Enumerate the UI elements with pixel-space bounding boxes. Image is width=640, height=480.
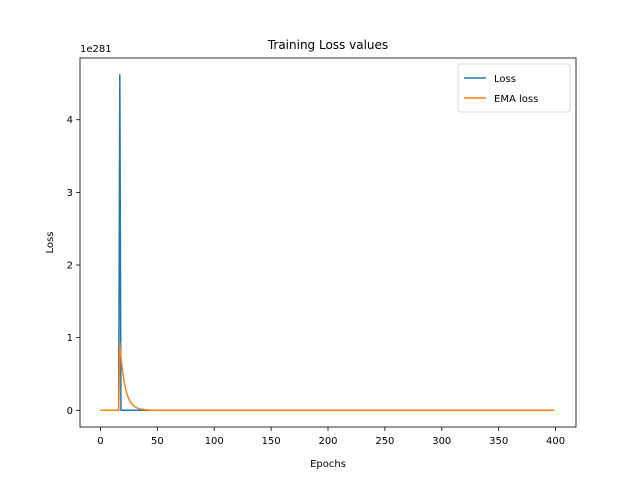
y-tick-label: 3 xyxy=(67,188,73,199)
y-tick-label: 0 xyxy=(67,406,73,417)
x-tick-label: 250 xyxy=(375,436,394,447)
legend: Loss EMA loss xyxy=(457,63,571,113)
y-tick-label: 2 xyxy=(67,261,73,272)
y-axis-label: Loss xyxy=(45,232,56,254)
plot-lines xyxy=(100,73,555,412)
x-tick-label: 400 xyxy=(546,436,565,447)
chart-title: Training Loss values xyxy=(267,38,388,52)
legend-box xyxy=(457,63,571,113)
x-tick-label: 300 xyxy=(432,436,451,447)
x-tick-label: 50 xyxy=(151,436,164,447)
y-tick-label: 4 xyxy=(67,115,73,126)
axis-ticks: 0 50 100 150 200 250 300 350 400 0 1 2 3 4 xyxy=(67,115,565,447)
x-tick-label: 0 xyxy=(97,436,103,447)
y-tick-label: 1 xyxy=(67,333,73,344)
legend-label: EMA loss xyxy=(494,94,538,105)
x-axis-label: Epochs xyxy=(310,459,346,470)
x-tick-label: 150 xyxy=(262,436,281,447)
series-line-ema-loss xyxy=(100,342,555,412)
x-tick-label: 200 xyxy=(318,436,337,447)
x-tick-label: 100 xyxy=(205,436,224,447)
y-offset-text: 1e281 xyxy=(80,44,112,55)
x-tick-label: 350 xyxy=(489,436,508,447)
legend-label: Loss xyxy=(494,74,516,85)
axes-frame xyxy=(79,57,577,428)
